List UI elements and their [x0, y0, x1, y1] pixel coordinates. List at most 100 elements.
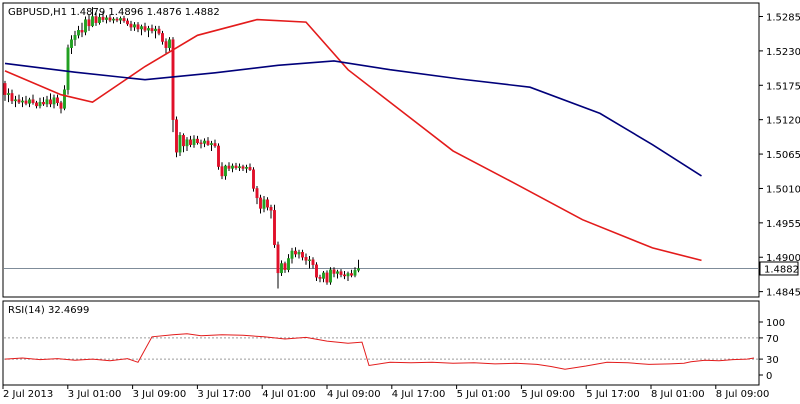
bearish-candle: [216, 145, 220, 167]
bearish-candle: [181, 135, 185, 147]
bullish-candle: [83, 19, 87, 33]
last-price-badge: 1.4882: [759, 261, 799, 276]
bearish-candle: [10, 93, 14, 102]
bearish-candle: [248, 166, 252, 170]
rsi-tick-label: 70: [766, 334, 779, 345]
bearish-candle: [87, 19, 91, 27]
time-tick-label: 5 Jul 01:00: [457, 389, 511, 400]
bearish-candle: [164, 41, 168, 48]
bullish-candle: [223, 165, 227, 177]
bearish-candle: [136, 24, 140, 30]
bearish-candle: [315, 264, 319, 278]
time-tick-label: 5 Jul 17:00: [586, 389, 640, 400]
price-tick-label: 1.4900: [766, 253, 800, 264]
time-tick-label: 5 Jul 09:00: [521, 389, 575, 400]
bearish-candle: [266, 199, 270, 208]
bearish-candle: [80, 30, 84, 33]
bullish-candle: [209, 143, 213, 145]
bullish-candle: [280, 263, 284, 274]
bearish-candle: [343, 274, 347, 277]
bearish-candle: [160, 33, 164, 42]
bearish-candle: [350, 273, 354, 276]
rsi-line: [4, 333, 755, 370]
bullish-candle: [202, 140, 206, 144]
bearish-candle: [174, 119, 178, 153]
bearish-candle: [332, 269, 336, 274]
bullish-candle: [346, 273, 350, 277]
bullish-candle: [73, 35, 77, 40]
bearish-candle: [318, 277, 322, 279]
bearish-candle: [24, 100, 28, 104]
bearish-candle: [283, 263, 287, 270]
bullish-candle: [357, 268, 361, 271]
bullish-candle: [308, 259, 312, 261]
bearish-candle: [251, 169, 255, 189]
rsi-label: RSI(14) 32.4699: [8, 305, 89, 316]
time-tick-label: 4 Jul 01:00: [262, 389, 316, 400]
bearish-candle: [195, 138, 199, 144]
bearish-candle: [325, 272, 329, 283]
bearish-candle: [42, 101, 46, 105]
price-tick-label: 1.5010: [766, 184, 800, 195]
moving-average-line-red: [4, 18, 702, 262]
bearish-candle: [129, 23, 133, 28]
bullish-candle: [290, 250, 294, 259]
bearish-candle: [122, 18, 126, 22]
bullish-candle: [297, 252, 301, 255]
bearish-candle: [276, 244, 280, 274]
time-tick-label: 3 Jul 01:00: [68, 389, 122, 400]
bullish-candle: [104, 17, 108, 20]
bullish-candle: [353, 270, 357, 276]
bullish-candle: [21, 100, 25, 103]
bullish-candle: [111, 18, 115, 21]
last-price-label: 1.4882: [764, 264, 799, 275]
bullish-candle: [28, 99, 32, 104]
bearish-candle: [94, 16, 98, 23]
bearish-candle: [56, 97, 60, 103]
bullish-candle: [76, 30, 80, 36]
bullish-candle: [139, 26, 143, 30]
main-plot-area: [3, 7, 758, 289]
bullish-candle: [66, 47, 70, 90]
bullish-candle: [230, 165, 234, 169]
bearish-candle: [143, 26, 147, 31]
bearish-candle: [255, 188, 259, 199]
bullish-candle: [90, 16, 94, 27]
bearish-candle: [220, 166, 224, 177]
bullish-candle: [118, 18, 122, 21]
rsi-tick-label: 30: [766, 355, 779, 366]
rsi-axis: 100 70 30 0: [759, 318, 785, 382]
price-tick-label: 1.5120: [766, 116, 800, 127]
bullish-candle: [13, 99, 17, 102]
time-tick-label: 2 Jul 2013: [3, 389, 53, 400]
bearish-candle: [269, 207, 273, 211]
bearish-candle: [241, 166, 245, 169]
price-tick-label: 1.5285: [766, 13, 800, 24]
bearish-candle: [17, 99, 21, 103]
bearish-candle: [157, 28, 161, 34]
main-pane-frame: [2, 2, 760, 298]
bearish-candle: [199, 142, 203, 145]
bullish-candle: [38, 101, 42, 107]
price-tick-label: 1.4845: [766, 288, 800, 299]
bearish-candle: [108, 17, 112, 21]
bullish-candle: [69, 39, 73, 48]
bullish-candle: [322, 272, 326, 279]
price-tick-label: 1.4955: [766, 219, 800, 230]
bearish-candle: [304, 257, 308, 261]
bullish-candle: [192, 138, 196, 145]
rsi-tick-label: 0: [766, 371, 772, 382]
bullish-candle: [52, 97, 56, 105]
bearish-candle: [31, 99, 35, 103]
bearish-candle: [206, 140, 210, 145]
bearish-candle: [234, 165, 238, 169]
bearish-candle: [311, 259, 315, 265]
price-tick-label: 1.5065: [766, 150, 800, 161]
bullish-candle: [6, 93, 10, 95]
rsi-plot-area: [4, 333, 758, 370]
moving-average-line-blue: [4, 60, 702, 177]
bullish-candle: [167, 39, 171, 48]
bullish-candle: [287, 258, 291, 270]
time-tick-label: 4 Jul 09:00: [327, 389, 381, 400]
